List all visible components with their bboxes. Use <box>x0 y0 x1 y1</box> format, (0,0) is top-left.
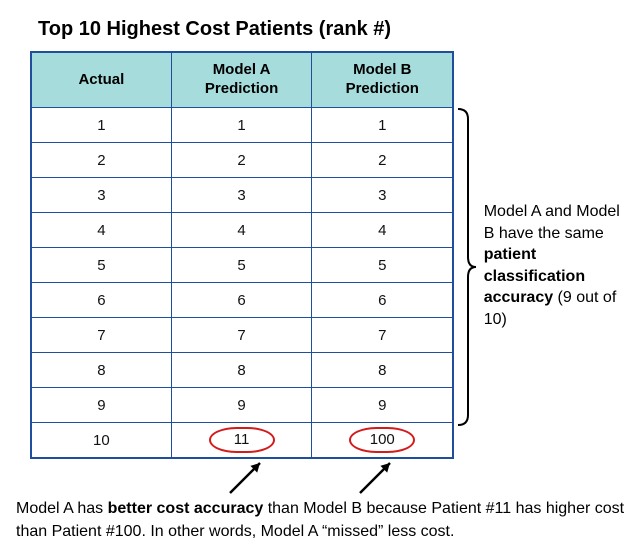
caption-pre: Model A has <box>16 500 108 517</box>
table-cell: 8 <box>171 353 312 388</box>
rank-table: ActualModel APredictionModel BPrediction… <box>30 51 454 459</box>
table-cell: 5 <box>171 248 312 283</box>
table-cell: 1 <box>312 108 453 143</box>
table-row: 666 <box>31 283 453 318</box>
table-row: 111 <box>31 108 453 143</box>
table-cell: 5 <box>31 248 171 283</box>
table-cell: 7 <box>312 318 453 353</box>
table-cell: 4 <box>171 213 312 248</box>
table-cell: 11 <box>171 423 312 459</box>
column-header: Model APrediction <box>171 52 312 108</box>
side-text-pre: Model A and Model B have the same <box>484 203 620 242</box>
table-cell: 9 <box>171 388 312 423</box>
table-row: 888 <box>31 353 453 388</box>
table-cell: 6 <box>171 283 312 318</box>
table-cell: 9 <box>31 388 171 423</box>
table-cell: 2 <box>171 143 312 178</box>
table-cell: 8 <box>312 353 453 388</box>
table-cell: 2 <box>31 143 171 178</box>
table-row: 777 <box>31 318 453 353</box>
caption-bold: better cost accuracy <box>108 500 264 517</box>
column-header: Actual <box>31 52 171 108</box>
table-cell: 2 <box>312 143 453 178</box>
table-cell: 4 <box>312 213 453 248</box>
table-row: 555 <box>31 248 453 283</box>
column-header: Model BPrediction <box>312 52 453 108</box>
table-cell: 7 <box>171 318 312 353</box>
table-cell: 3 <box>171 178 312 213</box>
table-row: 999 <box>31 388 453 423</box>
table-row: 333 <box>31 178 453 213</box>
table-cell: 10 <box>31 423 171 459</box>
page-title: Top 10 Highest Cost Patients (rank #) <box>38 18 631 41</box>
table-row: 10 11 100 <box>31 423 453 459</box>
table-cell: 6 <box>31 283 171 318</box>
bottom-caption: Model A has better cost accuracy than Mo… <box>10 497 631 543</box>
table-cell: 7 <box>31 318 171 353</box>
table-cell: 3 <box>312 178 453 213</box>
side-annotation: Model A and Model B have the same patien… <box>484 51 631 331</box>
table-cell: 5 <box>312 248 453 283</box>
highlight-circle: 11 <box>209 427 275 453</box>
table-cell: 1 <box>171 108 312 143</box>
arrows <box>30 459 450 495</box>
table-row: 444 <box>31 213 453 248</box>
table-cell: 3 <box>31 178 171 213</box>
table-cell: 4 <box>31 213 171 248</box>
table-cell: 9 <box>312 388 453 423</box>
table-cell: 8 <box>31 353 171 388</box>
table-cell: 1 <box>31 108 171 143</box>
highlight-circle: 100 <box>349 427 415 453</box>
table-cell: 6 <box>312 283 453 318</box>
table-cell: 100 <box>312 423 453 459</box>
table-row: 222 <box>31 143 453 178</box>
